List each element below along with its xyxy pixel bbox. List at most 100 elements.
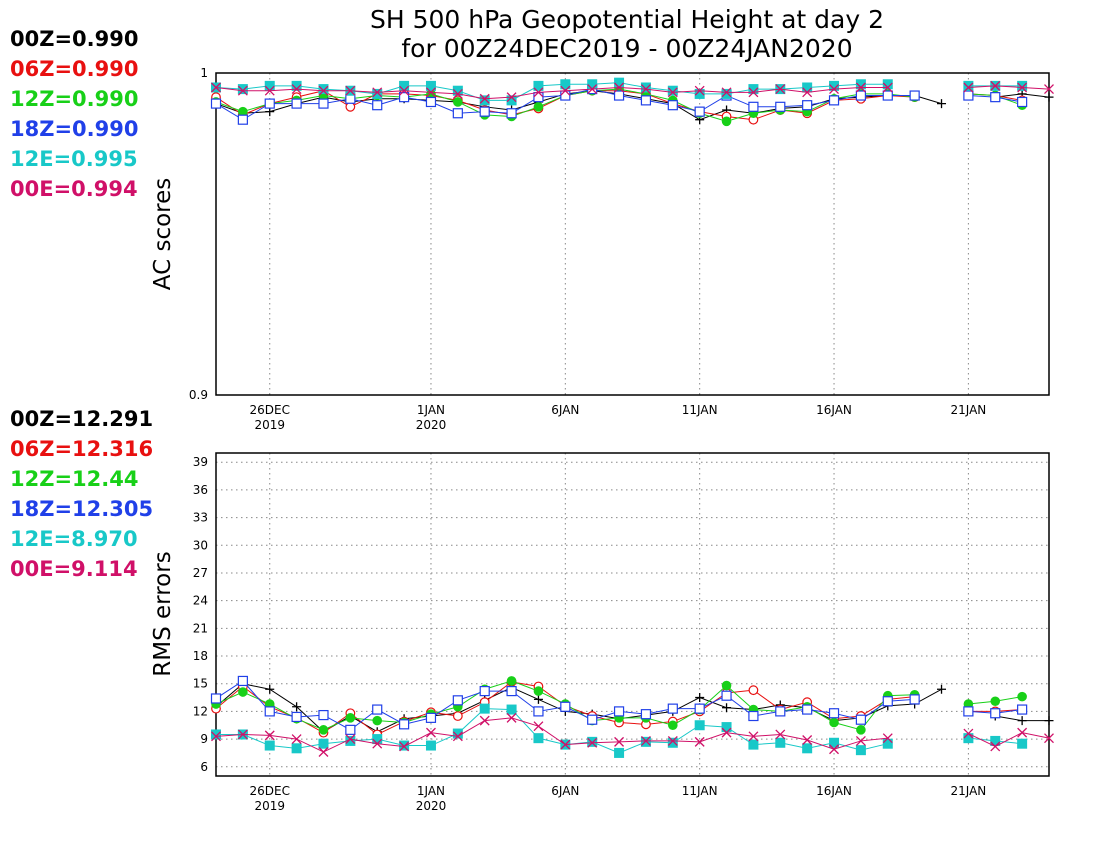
y-tick-label: 24 [193,594,208,608]
data-point-18Z [318,98,329,109]
data-point-12E [829,737,840,748]
data-point-12E [237,84,248,95]
data-point-12E [506,95,517,106]
data-point-18Z [802,704,813,715]
data-point-00E [1044,84,1054,95]
data-point-18Z [748,101,759,112]
data-point-00E [587,84,598,95]
data-point-00E [318,85,329,96]
data-point-00E [211,82,221,93]
data-point-18Z [640,95,652,106]
data-point-18Z [533,706,544,717]
data-point-00E [829,84,839,95]
x-tick-sublabel: 2019 [254,418,285,432]
data-point-12Z [533,102,544,112]
data-point-18Z [587,714,598,725]
data-point-18Z [1017,704,1028,715]
x-tick-label: 11JAN [682,403,718,417]
data-point-18Z [452,695,463,706]
data-point-12E [587,736,598,747]
data-point-00Z [1017,716,1027,726]
series-18Z [210,83,1028,125]
data-point-12E [318,738,329,749]
data-point-00E [264,730,275,741]
data-point-00Z [937,684,947,694]
data-point-18Z [613,706,625,717]
data-point-00E [426,727,436,738]
series-00E [211,712,1054,757]
data-point-00Z [533,694,543,704]
data-point-00E [963,82,974,93]
legend-entry-0: 00Z=0.990 [10,27,139,51]
data-point-00E [372,738,383,749]
chart-title-line2: for 00Z24DEC2019 - 00Z24JAN2020 [401,34,852,63]
y-tick-label: 0.9 [189,388,208,402]
x-tick-sublabel: 2020 [416,799,447,813]
data-point-18Z [560,701,571,712]
data-point-00E [721,87,732,98]
x-tick-label: 16JAN [816,784,852,798]
data-point-12E [614,747,625,758]
data-point-18Z [506,685,517,697]
data-point-00E [614,736,625,747]
data-point-12E [640,82,651,93]
data-point-00Z [1044,92,1054,102]
data-point-12Z [372,715,383,726]
data-point-00E [990,80,1001,91]
data-point-12Z [668,720,678,731]
legend-entry-4: 12E=0.995 [10,147,138,171]
chart-title-line1: SH 500 hPa Geopotential Height at day 2 [370,5,884,34]
data-point-18Z [613,90,625,101]
data-point-18Z [828,708,840,719]
data-point-12Z [721,116,732,127]
y-tick-label: 39 [193,455,208,469]
series-00E [211,80,1054,104]
data-point-00E [1017,82,1028,93]
data-point-18Z [640,709,652,720]
legend-entry-2: 12Z=0.990 [10,87,139,111]
data-point-00E [614,82,625,93]
data-point-12Z [453,97,463,107]
data-point-18Z [855,714,867,725]
data-point-06Z [452,711,463,721]
x-tick-label: 26DEC [249,784,289,798]
data-point-00E [694,736,705,747]
data-point-00E [318,747,329,757]
data-point-00E [640,735,651,746]
data-point-12E [802,743,813,754]
legend-entry-1: 06Z=12.316 [10,437,154,461]
legend-entry-5: 00E=9.114 [10,557,138,581]
data-point-18Z [963,706,974,717]
data-point-00E [533,721,544,732]
data-point-18Z [990,708,1001,719]
legend-entry-2: 12Z=12.44 [10,467,139,491]
data-point-00E [1044,733,1054,744]
y-tick-label: 9 [200,732,208,746]
series-00Z [211,679,1054,737]
data-point-12Z [345,713,356,723]
data-point-18Z [479,106,490,117]
data-point-18Z [264,98,275,109]
ac-scores-legend: 00Z=0.990 06Z=0.990 12Z=0.990 18Z=0.990 12E=… [10,24,138,204]
legend-entry-5: 00E=0.994 [10,177,138,201]
data-point-00E [479,93,490,104]
data-point-12E [399,80,410,91]
x-tick-label: 21JAN [950,403,986,417]
data-point-00E [506,92,517,103]
data-point-18Z [372,100,383,111]
y-tick-label: 36 [193,483,208,497]
data-point-18Z [909,90,920,101]
data-point-00E [533,87,544,98]
data-point-18Z [479,685,490,697]
y-tick-label: 15 [193,677,208,691]
data-point-12E [963,80,974,91]
y-tick-label: 18 [193,649,208,663]
data-point-00E [345,85,356,96]
data-point-12E [855,79,866,90]
data-point-18Z [506,108,517,119]
data-point-00E [506,712,517,723]
data-point-12Z [990,696,1001,707]
data-point-12Z [533,686,544,696]
